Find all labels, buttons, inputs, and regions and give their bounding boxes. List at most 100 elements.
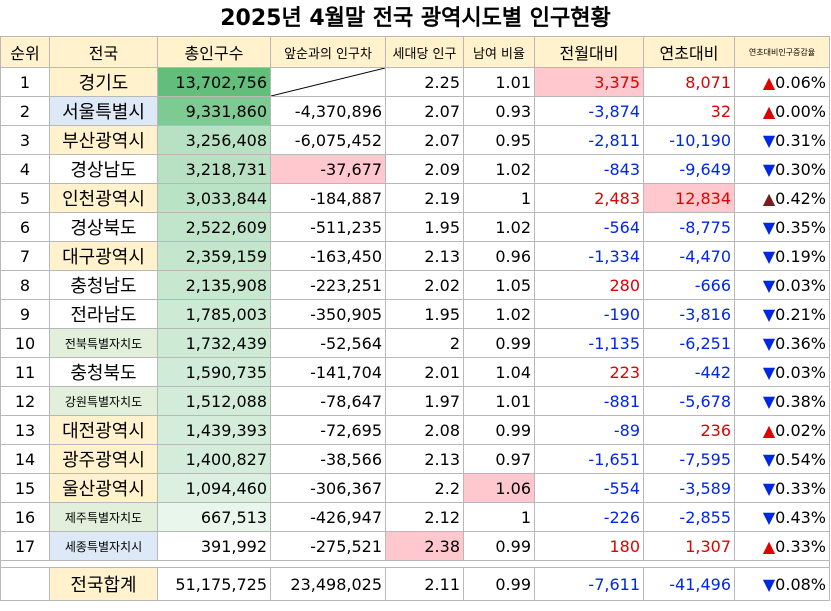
ytd-rate-cell: ▲0.33%	[734, 531, 830, 561]
rank-cell: 17	[0, 531, 50, 561]
table-row: 8 충청남도 2,135,908 -223,251 2.02 1.05 280 -666 ▼0.…	[0, 270, 830, 300]
total-population: 51,175,725	[157, 567, 271, 601]
rank-cell: 13	[0, 415, 50, 445]
population-cell: 1,590,735	[157, 357, 271, 387]
table-row: 14 광주광역시 1,400,827 -38,566 2.13 0.97 -1,651 -7,…	[0, 444, 830, 474]
ytd-rate-cell: ▼0.03%	[734, 270, 830, 300]
ytd-rate-cell: ▼0.31%	[734, 125, 830, 155]
total-ytd-rate: ▼0.08%	[734, 567, 830, 601]
ytd-rate-value: 0.06%	[775, 72, 826, 92]
page-title: 2025년 4월말 전국 광역시도별 인구현황	[220, 6, 611, 31]
region-name: 서울특별시	[49, 96, 158, 126]
triangle-down-icon: ▼	[762, 449, 776, 469]
ytd-rate-value: 0.00%	[775, 101, 826, 121]
population-cell: 1,439,393	[157, 415, 271, 445]
ytd-rate-value: 0.33%	[775, 478, 826, 498]
triangle-up-icon: ▲	[762, 536, 776, 556]
header-household: 세대당 인구	[385, 36, 464, 68]
header-region: 전국	[49, 36, 158, 68]
table-row: 16 제주특별자치도 667,513 -426,947 2.12 1 -226 -2,855 ▼…	[0, 502, 830, 532]
gender-ratio-cell: 0.93	[463, 96, 535, 126]
total-gender-ratio: 0.99	[463, 567, 535, 601]
table-row: 11 충청북도 1,590,735 -141,704 2.01 1.04 223 -442 ▼0…	[0, 357, 830, 387]
table-row: 13 대전광역시 1,439,393 -72,695 2.08 0.99 -89 236 ▲0.…	[0, 415, 830, 445]
rank-cell: 7	[0, 241, 50, 271]
header-rank: 순위	[0, 36, 50, 68]
ytd-rate-cell: ▼0.43%	[734, 502, 830, 532]
ytd-rate-cell: ▲0.42%	[734, 183, 830, 213]
mom-cell: 180	[534, 531, 644, 561]
table-row: 10 전북특별자치도 1,732,439 -52,564 2 0.99 -1,135 -6,2…	[0, 328, 830, 358]
region-name: 충청남도	[49, 270, 158, 300]
rank-cell: 15	[0, 473, 50, 503]
diff-cell: -184,887	[270, 183, 386, 213]
header-gender-ratio: 남여 비율	[463, 36, 535, 68]
triangle-up-icon: ▲	[762, 72, 776, 92]
header-population: 총인구수	[157, 36, 271, 68]
rank-cell: 8	[0, 270, 50, 300]
household-cell: 1.95	[385, 212, 464, 242]
region-name: 경상북도	[49, 212, 158, 242]
ytd-cell: -3,816	[643, 299, 735, 329]
table-row: 12 강원특별자치도 1,512,088 -78,647 1.97 1.01 -881 -5,…	[0, 386, 830, 416]
diff-cell: -163,450	[270, 241, 386, 271]
ytd-cell: -10,190	[643, 125, 735, 155]
gender-ratio-cell: 0.95	[463, 125, 535, 155]
header-ytd-rate: 연초대비인구증감율	[734, 36, 830, 68]
ytd-rate-value: 0.36%	[775, 333, 826, 353]
ytd-cell: -7,595	[643, 444, 735, 474]
ytd-rate-cell: ▼0.19%	[734, 241, 830, 271]
household-cell: 2.07	[385, 96, 464, 126]
population-cell: 1,094,460	[157, 473, 271, 503]
rank-cell: 2	[0, 96, 50, 126]
gender-ratio-cell: 1	[463, 183, 535, 213]
gender-ratio-cell: 1.02	[463, 154, 535, 184]
table-row: 9 전라남도 1,785,003 -350,905 1.95 1.02 -190 -3,816…	[0, 299, 830, 329]
gender-ratio-cell: 1.06	[463, 473, 535, 503]
region-name: 부산광역시	[49, 125, 158, 155]
ytd-rate-value: 0.31%	[775, 130, 826, 150]
household-cell: 2	[385, 328, 464, 358]
mom-cell: -843	[534, 154, 644, 184]
ytd-cell: -9,649	[643, 154, 735, 184]
region-name: 전라남도	[49, 299, 158, 329]
gender-ratio-cell: 1	[463, 502, 535, 532]
ytd-rate-value: 0.43%	[775, 507, 826, 527]
ytd-rate-value: 0.03%	[775, 275, 826, 295]
household-cell: 1.97	[385, 386, 464, 416]
population-cell: 2,135,908	[157, 270, 271, 300]
region-name: 충청북도	[49, 357, 158, 387]
mom-cell: -881	[534, 386, 644, 416]
population-cell: 1,512,088	[157, 386, 271, 416]
gender-ratio-cell: 0.99	[463, 415, 535, 445]
table-row: 5 인천광역시 3,033,844 -184,887 2.19 1 2,483 12,834 ▲…	[0, 183, 830, 213]
region-name: 울산광역시	[49, 473, 158, 503]
ytd-cell: 12,834	[643, 183, 735, 213]
gender-ratio-cell: 0.99	[463, 531, 535, 561]
triangle-down-icon: ▼	[762, 574, 776, 594]
ytd-rate-cell: ▼0.03%	[734, 357, 830, 387]
region-name: 인천광역시	[49, 183, 158, 213]
mom-cell: -226	[534, 502, 644, 532]
table-row: 1 경기도 13,702,756 2.25 1.01 3,375 8,071 ▲0.06%	[0, 67, 830, 97]
total-label: 전국합계	[49, 567, 158, 601]
triangle-up-icon: ▲	[762, 188, 776, 208]
household-cell: 2.25	[385, 67, 464, 97]
ytd-cell: 8,071	[643, 67, 735, 97]
diff-cell: -6,075,452	[270, 125, 386, 155]
diff-cell: -426,947	[270, 502, 386, 532]
mom-cell: 3,375	[534, 67, 644, 97]
diff-cell: -141,704	[270, 357, 386, 387]
triangle-down-icon: ▼	[762, 217, 776, 237]
region-name: 전북특별자치도	[49, 328, 158, 358]
region-name: 광주광역시	[49, 444, 158, 474]
mom-cell: -564	[534, 212, 644, 242]
household-cell: 2.07	[385, 125, 464, 155]
ytd-rate-value: 0.02%	[775, 420, 826, 440]
mom-cell: 223	[534, 357, 644, 387]
population-cell: 1,732,439	[157, 328, 271, 358]
ytd-rate-cell: ▼0.30%	[734, 154, 830, 184]
gender-ratio-cell: 0.96	[463, 241, 535, 271]
total-ytd-rate-value: 0.08%	[775, 574, 826, 594]
total-diff: 23,498,025	[270, 567, 386, 601]
